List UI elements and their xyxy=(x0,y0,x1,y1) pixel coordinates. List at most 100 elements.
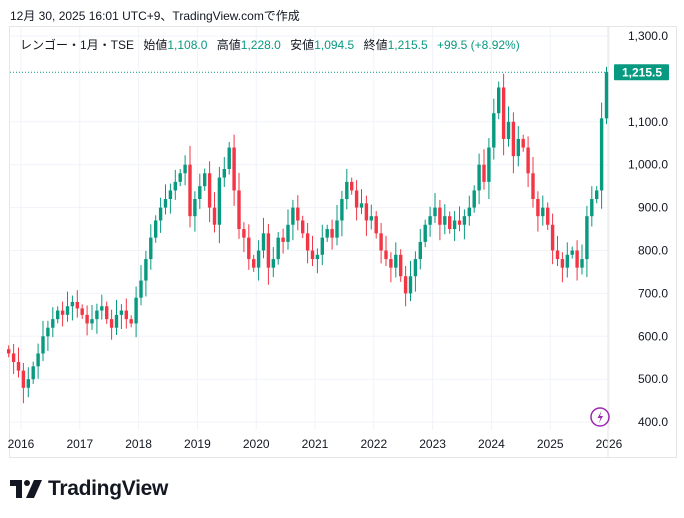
candle-body xyxy=(207,173,212,208)
candle-body xyxy=(31,366,35,380)
candle-body xyxy=(448,216,452,230)
candle-body xyxy=(100,306,104,311)
x-tick-label: 2019 xyxy=(184,437,211,451)
x-tick-label: 2022 xyxy=(360,437,387,451)
candle-body xyxy=(546,207,550,225)
change-value: +99.5 (+8.92%) xyxy=(436,38,520,52)
candle-body xyxy=(443,216,447,225)
candle-body xyxy=(178,173,182,182)
candle-body xyxy=(585,216,589,260)
open-label: 始値 xyxy=(143,38,168,52)
candle-body xyxy=(531,173,535,200)
candle-body xyxy=(46,327,50,337)
lightning-icon[interactable] xyxy=(590,407,610,427)
symbol-label: レンゴー・1月・TSE xyxy=(20,38,135,52)
candle-body xyxy=(374,216,378,234)
candle-body xyxy=(482,164,486,182)
last-price-label: 1,215.5 xyxy=(622,65,662,79)
candle-body xyxy=(90,319,94,324)
candle-body xyxy=(555,250,560,260)
candle-body xyxy=(252,259,256,268)
y-tick-label: 1,000.0 xyxy=(628,158,668,172)
high-label: 高値 xyxy=(216,38,241,52)
candle-body xyxy=(310,250,315,260)
candle-body xyxy=(457,220,462,225)
candle-body xyxy=(501,87,506,139)
tradingview-logo-icon xyxy=(10,480,42,498)
candle-body xyxy=(119,310,124,315)
candle-body xyxy=(188,164,192,217)
candle-body xyxy=(286,224,290,242)
candle-body xyxy=(183,164,187,174)
candle-body xyxy=(364,203,369,221)
x-tick-label: 2020 xyxy=(243,437,270,451)
candle-body xyxy=(237,190,241,230)
candle-body xyxy=(516,138,520,157)
candle-body xyxy=(389,259,393,268)
candle-body xyxy=(511,121,516,157)
candle-body xyxy=(590,199,594,217)
x-tick-label: 2021 xyxy=(302,437,329,451)
low-label: 安値 xyxy=(290,38,315,52)
candle-body xyxy=(526,147,530,174)
candle-body xyxy=(261,233,266,251)
candle-body xyxy=(242,229,246,238)
y-tick-label: 400.0 xyxy=(638,415,668,429)
candle-body xyxy=(467,207,471,217)
candle-body xyxy=(301,220,305,234)
candle-body xyxy=(345,181,349,200)
candle-body xyxy=(65,306,70,315)
brand-name: TradingView xyxy=(48,477,169,500)
candle-body xyxy=(266,233,271,268)
candle-body xyxy=(428,216,432,225)
ohlc-legend: レンゴー・1月・TSE 始値1,108.0 高値1,228.0 安値1,094.… xyxy=(20,36,520,53)
close-label: 終値 xyxy=(363,38,388,52)
candle-body xyxy=(109,319,114,328)
candle-body xyxy=(413,259,418,277)
candle-body xyxy=(16,362,21,371)
candle-body xyxy=(256,250,261,268)
candle-body xyxy=(408,276,413,294)
chart-caption: 12月 30, 2025 16:01 UTC+9、TradingView.com… xyxy=(10,9,300,23)
tradingview-logo[interactable]: TradingView xyxy=(10,477,168,501)
candle-body xyxy=(134,297,138,324)
candle-body xyxy=(95,310,99,320)
candle-body xyxy=(379,233,383,251)
open-value: 1,108.0 xyxy=(167,38,208,52)
candle-body xyxy=(193,199,197,217)
candle-body xyxy=(462,216,467,225)
candle-body xyxy=(305,233,310,251)
candle-body xyxy=(320,237,324,255)
candle-body xyxy=(541,207,545,217)
candle-body xyxy=(359,203,364,208)
candle-body xyxy=(271,259,275,268)
candle-body xyxy=(154,220,158,238)
candle-body xyxy=(438,207,442,225)
candle-body xyxy=(477,164,481,191)
candle-body xyxy=(105,306,109,320)
chart-frame xyxy=(9,26,677,458)
candle-body xyxy=(550,224,555,251)
candle-body xyxy=(212,207,217,225)
candle-body xyxy=(472,190,476,208)
candle-body xyxy=(423,224,427,242)
candle-body xyxy=(296,207,300,221)
candle-body xyxy=(487,147,491,182)
candle-body xyxy=(599,118,604,191)
candle-body xyxy=(144,259,148,281)
x-tick-label: 2026 xyxy=(596,437,623,451)
candle-body xyxy=(418,241,422,260)
x-tick-label: 2024 xyxy=(478,437,505,451)
candle-body xyxy=(139,280,143,298)
candle-body xyxy=(340,199,344,221)
candle-body xyxy=(11,353,16,363)
candle-body xyxy=(232,147,236,191)
candle-body xyxy=(281,237,285,242)
candle-body xyxy=(203,173,207,187)
y-tick-label: 1,100.0 xyxy=(628,115,668,129)
candle-body xyxy=(403,276,408,294)
candle-body xyxy=(70,301,75,307)
candle-body xyxy=(570,250,574,255)
candle-body xyxy=(433,207,437,217)
